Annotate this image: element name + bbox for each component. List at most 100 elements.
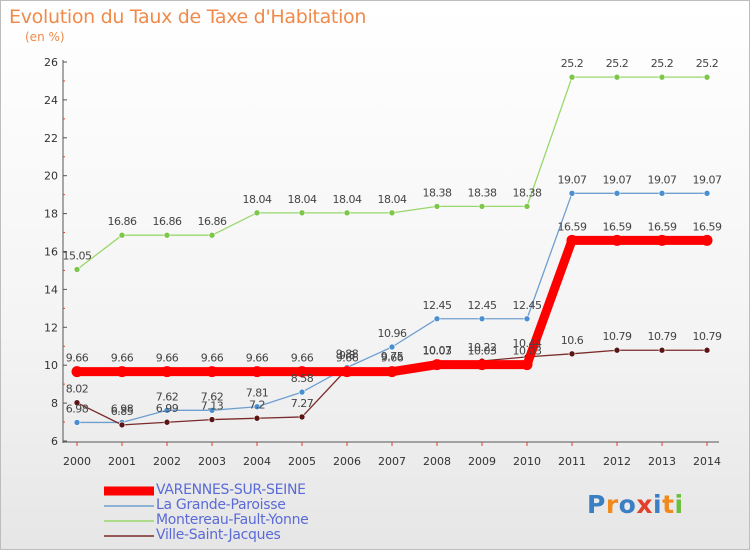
x-tick-label: 2012 [603, 455, 631, 468]
data-point-varennes-sur-seine [116, 366, 128, 378]
data-label-la-grande-paroisse: 19.07 [558, 173, 587, 186]
x-tick-label: 2000 [63, 455, 91, 468]
y-tick-label: 16 [44, 246, 58, 259]
data-label-varennes-sur-seine: 9.66 [336, 352, 359, 365]
logo-letter: i [653, 490, 663, 519]
data-label-la-grande-paroisse: 19.07 [603, 173, 632, 186]
data-point-varennes-sur-seine [431, 359, 443, 371]
data-point-la-grande-paroisse [253, 403, 261, 411]
data-point-la-grande-paroisse [478, 315, 486, 323]
logo-letter: P [587, 490, 606, 519]
data-label-varennes-sur-seine: 10.03 [423, 345, 452, 358]
y-tick-label: 20 [44, 170, 58, 183]
data-point-ville-saint-jacques [703, 346, 711, 354]
data-point-montereau-fault-yonne [523, 203, 531, 210]
data-label-varennes-sur-seine: 16.59 [648, 220, 677, 233]
data-label-varennes-sur-seine: 16.59 [558, 220, 587, 233]
series-layer [71, 73, 713, 429]
data-point-la-grande-paroisse [298, 388, 306, 396]
y-tick-label: 12 [44, 321, 58, 334]
legend-label-ville-saint-jacques: Ville-Saint-Jacques [156, 527, 281, 543]
x-tick-label: 2010 [513, 455, 541, 468]
data-point-varennes-sur-seine [566, 234, 578, 246]
logo-letter: i [674, 490, 684, 519]
data-point-ville-saint-jacques [613, 346, 621, 354]
y-tick-label: 10 [44, 359, 58, 372]
x-tick-label: 2007 [378, 455, 406, 468]
data-label-montereau-fault-yonne: 25.2 [651, 57, 674, 70]
data-point-montereau-fault-yonne [433, 203, 441, 210]
y-tick-label: 18 [44, 208, 58, 221]
data-point-montereau-fault-yonne [163, 231, 171, 239]
x-tick-label: 2008 [423, 455, 451, 468]
data-point-la-grande-paroisse [433, 315, 441, 323]
legend-label-montereau: Montereau-Fault-Yonne [156, 512, 309, 528]
data-label-montereau-fault-yonne: 18.04 [378, 193, 407, 206]
y-tick-label: 24 [44, 94, 58, 107]
data-label-varennes-sur-seine: 9.66 [246, 352, 269, 365]
legend-swatch-varennes [104, 486, 154, 496]
data-label-ville-saint-jacques: 7.13 [201, 400, 224, 413]
data-label-la-grande-paroisse: 6.98 [66, 402, 89, 415]
data-label-varennes-sur-seine: 9.66 [156, 352, 179, 365]
y-tick-label: 22 [44, 132, 58, 145]
legend-label-la-grande-paroisse: La Grande-Paroisse [156, 497, 286, 513]
data-point-la-grande-paroisse [703, 190, 711, 197]
data-point-varennes-sur-seine [71, 366, 83, 378]
data-point-montereau-fault-yonne [568, 73, 576, 81]
data-point-varennes-sur-seine [296, 366, 308, 378]
data-label-montereau-fault-yonne: 16.86 [108, 215, 137, 228]
data-point-montereau-fault-yonne [298, 209, 306, 217]
data-point-la-grande-paroisse [523, 315, 531, 323]
x-tick-label: 2011 [558, 455, 586, 468]
x-tick-label: 2014 [693, 455, 721, 468]
data-label-montereau-fault-yonne: 18.04 [243, 193, 272, 206]
legend-swatch-montereau [104, 520, 154, 522]
y-tick-label: 6 [51, 435, 58, 448]
data-point-la-grande-paroisse [388, 343, 396, 351]
logo-letter: r [605, 490, 619, 519]
y-tick-label: 14 [44, 283, 58, 296]
data-label-varennes-sur-seine: 9.66 [291, 352, 314, 365]
data-point-la-grande-paroisse [613, 190, 621, 197]
data-label-ville-saint-jacques: 9.75 [381, 350, 404, 363]
data-label-la-grande-paroisse: 12.45 [513, 299, 542, 312]
logo-letter: t [662, 490, 675, 519]
data-label-montereau-fault-yonne: 25.2 [561, 57, 584, 70]
data-label-ville-saint-jacques: 10.6 [561, 334, 584, 347]
data-label-montereau-fault-yonne: 18.38 [423, 186, 452, 199]
chart-title: Evolution du Taux de Taxe d'Habitation [9, 6, 367, 28]
data-label-la-grande-paroisse: 12.45 [468, 299, 497, 312]
data-point-la-grande-paroisse [658, 190, 666, 197]
data-point-ville-saint-jacques [118, 421, 126, 429]
data-label-la-grande-paroisse: 9.88 [336, 347, 359, 360]
data-label-ville-saint-jacques: 10.07 [423, 344, 452, 357]
data-label-varennes-sur-seine: 9.66 [66, 352, 89, 365]
data-label-varennes-sur-seine: 16.59 [693, 220, 722, 233]
data-point-montereau-fault-yonne [208, 231, 216, 239]
x-tick-label: 2002 [153, 455, 181, 468]
data-label-la-grande-paroisse: 7.62 [156, 390, 179, 403]
data-label-montereau-fault-yonne: 18.04 [333, 193, 362, 206]
data-label-varennes-sur-seine: 9.66 [201, 352, 224, 365]
data-label-la-grande-paroisse: 19.07 [693, 173, 722, 186]
data-point-varennes-sur-seine [701, 234, 713, 246]
data-labels-layer: 15.05 16.86 16.86 16.86 18.04 18.04 18.04 18.04… [63, 57, 723, 418]
data-point-varennes-sur-seine [386, 366, 398, 378]
data-point-ville-saint-jacques [658, 346, 666, 354]
data-point-montereau-fault-yonne [388, 209, 396, 217]
data-point-varennes-sur-seine [161, 366, 173, 378]
data-label-montereau-fault-yonne: 25.2 [606, 57, 629, 70]
data-label-ville-saint-jacques: 10.79 [693, 330, 722, 343]
data-label-varennes-sur-seine: 9.66 [381, 352, 404, 365]
data-label-montereau-fault-yonne: 15.05 [63, 250, 92, 263]
data-point-ville-saint-jacques [73, 399, 81, 407]
data-label-varennes-sur-seine: 10.03 [468, 345, 497, 358]
legend-label-varennes: VARENNES-SUR-SEINE [156, 482, 306, 498]
data-label-ville-saint-jacques: 10.22 [468, 341, 497, 354]
data-label-ville-saint-jacques: 10.79 [648, 330, 677, 343]
data-point-varennes-sur-seine [341, 366, 353, 378]
data-label-montereau-fault-yonne: 18.04 [288, 193, 317, 206]
data-point-montereau-fault-yonne [613, 73, 621, 81]
